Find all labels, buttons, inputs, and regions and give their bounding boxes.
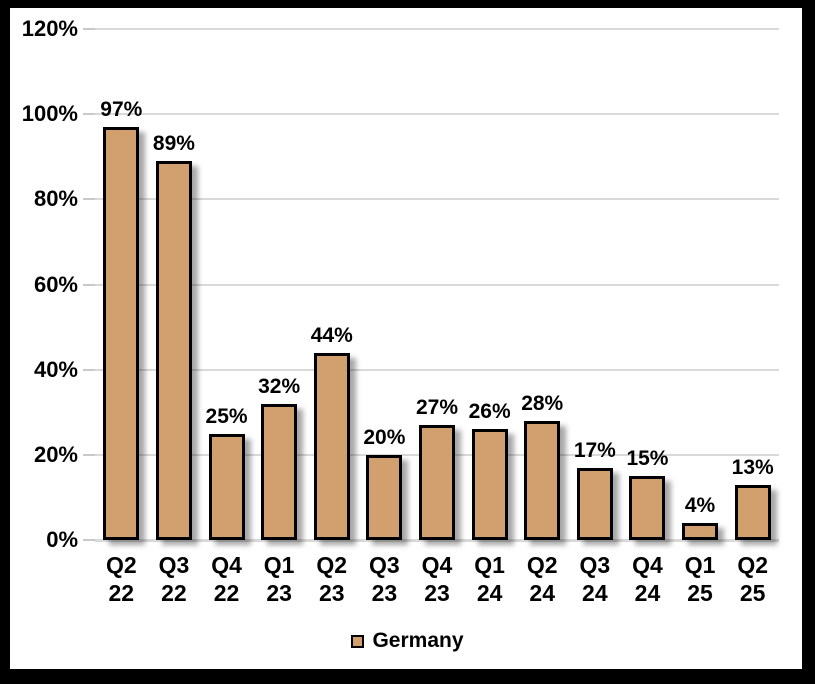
- y-tick-20: [83, 453, 95, 456]
- value-label-q2-22: 97%: [100, 97, 143, 121]
- x-axis-label-quarter: Q2: [526, 552, 558, 578]
- x-axis-label-year: 24: [634, 580, 661, 606]
- value-label-q4-24: 15%: [626, 447, 669, 471]
- y-axis-label-20: 20%: [33, 441, 78, 467]
- x-axis-label-year: 24: [582, 580, 608, 606]
- value-label-q3-24: 17%: [573, 438, 616, 462]
- bar-q1-23: [261, 404, 298, 540]
- bar-q4-23: [419, 425, 455, 540]
- value-label-q1-25: 4%: [684, 493, 716, 517]
- x-axis-label-q2-25: Q2 25: [721, 551, 785, 607]
- plot-area: 97% 89% 25% 32% 44% 20% 27% 26% 28% 17% 15% 4% 13%: [95, 28, 779, 542]
- x-axis-label-year: 23: [371, 580, 398, 606]
- x-axis-label-quarter: Q4: [211, 552, 242, 578]
- x-axis-label-q2-22: Q2 22: [89, 551, 153, 607]
- x-axis-label-year: 22: [161, 580, 187, 606]
- x-axis-label-quarter: Q2: [737, 552, 769, 578]
- x-axis-label-quarter: Q4: [632, 552, 663, 578]
- x-axis-label-year: 24: [476, 580, 503, 606]
- x-axis-label-q1-25: Q1 25: [668, 551, 732, 607]
- x-axis-label-q4-22: Q4 22: [195, 551, 259, 607]
- bar-q4-22: [208, 434, 245, 540]
- bar-q4-24: [629, 476, 666, 540]
- gridline-0: [95, 539, 779, 542]
- x-axis-label-quarter: Q3: [579, 552, 611, 578]
- y-axis-label-40: 40%: [33, 356, 78, 382]
- value-label-q2-23: 44%: [310, 323, 353, 347]
- x-axis-label-quarter: Q2: [316, 552, 348, 578]
- x-axis-label-q1-23: Q1 23: [247, 551, 311, 607]
- x-axis-label-year: 23: [318, 580, 345, 606]
- bar-q2-22: [103, 127, 140, 540]
- y-axis-label-60: 60%: [33, 271, 78, 297]
- x-axis-label-quarter: Q1: [474, 552, 505, 578]
- x-axis-label-year: 25: [739, 580, 766, 606]
- bar-q3-24: [576, 468, 613, 540]
- legend-marker-germany-icon: [351, 634, 365, 648]
- value-label-q3-23: 20%: [363, 425, 406, 449]
- bar-q3-23: [366, 455, 403, 540]
- x-axis-label-q3-24: Q3 24: [563, 551, 627, 607]
- x-axis-label-year: 25: [687, 580, 713, 606]
- x-axis-label-year: 22: [213, 580, 240, 606]
- gridline-80: [95, 198, 779, 201]
- value-label-q1-23: 32%: [258, 374, 301, 398]
- bar-q1-24: [471, 429, 508, 540]
- bar-q2-25: [734, 485, 771, 540]
- x-axis-label-year: 23: [424, 580, 450, 606]
- x-axis-label-q1-24: Q1 24: [458, 551, 522, 607]
- y-tick-100: [83, 113, 95, 116]
- gridline-100: [95, 113, 779, 116]
- gridline-40: [95, 368, 779, 371]
- bar-q1-25: [682, 523, 719, 540]
- legend-label-germany: Germany: [372, 629, 464, 652]
- x-axis-label-q4-24: Q4 24: [615, 551, 679, 607]
- value-label-q1-24: 26%: [468, 400, 511, 424]
- bar-q3-22: [155, 161, 192, 540]
- y-axis-label-0: 0%: [46, 527, 78, 552]
- x-axis-label-quarter: Q3: [158, 552, 190, 578]
- value-label-q4-22: 25%: [205, 404, 248, 428]
- y-axis-label-100: 100%: [21, 101, 78, 127]
- gridline-60: [95, 283, 779, 286]
- bar-q2-23: [313, 353, 350, 540]
- x-axis-label-quarter: Q1: [263, 552, 295, 578]
- value-label-q4-23: 27%: [415, 396, 459, 420]
- y-axis-label-80: 80%: [33, 186, 78, 212]
- y-tick-0: [83, 539, 95, 541]
- x-axis-label-quarter: Q2: [105, 552, 137, 578]
- legend: Germany: [0, 629, 815, 653]
- x-axis-label-q4-23: Q4 23: [405, 551, 469, 607]
- y-tick-40: [83, 368, 95, 371]
- value-label-q3-22: 89%: [152, 132, 195, 155]
- x-axis-label-quarter: Q3: [369, 552, 400, 578]
- x-axis-label-quarter: Q1: [684, 552, 716, 578]
- x-axis-label-quarter: Q4: [421, 552, 453, 578]
- value-label-q2-24: 28%: [521, 391, 564, 415]
- x-axis-label-year: 22: [108, 580, 135, 606]
- value-label-q2-25: 13%: [731, 455, 774, 479]
- gridline-120: [95, 28, 779, 30]
- x-axis-label-q3-23: Q3 23: [352, 551, 416, 607]
- x-axis-label-year: 24: [529, 580, 556, 606]
- y-tick-60: [83, 283, 95, 286]
- y-tick-80: [83, 198, 95, 201]
- x-axis-label-q2-23: Q2 23: [300, 551, 364, 607]
- bar-q2-24: [524, 421, 561, 540]
- x-axis-label-year: 23: [266, 580, 292, 606]
- y-axis-label-120: 120%: [21, 16, 78, 41]
- x-axis-label-q2-24: Q2 24: [510, 551, 574, 607]
- y-tick-120: [83, 28, 95, 30]
- x-axis-label-q3-22: Q3 22: [142, 551, 206, 607]
